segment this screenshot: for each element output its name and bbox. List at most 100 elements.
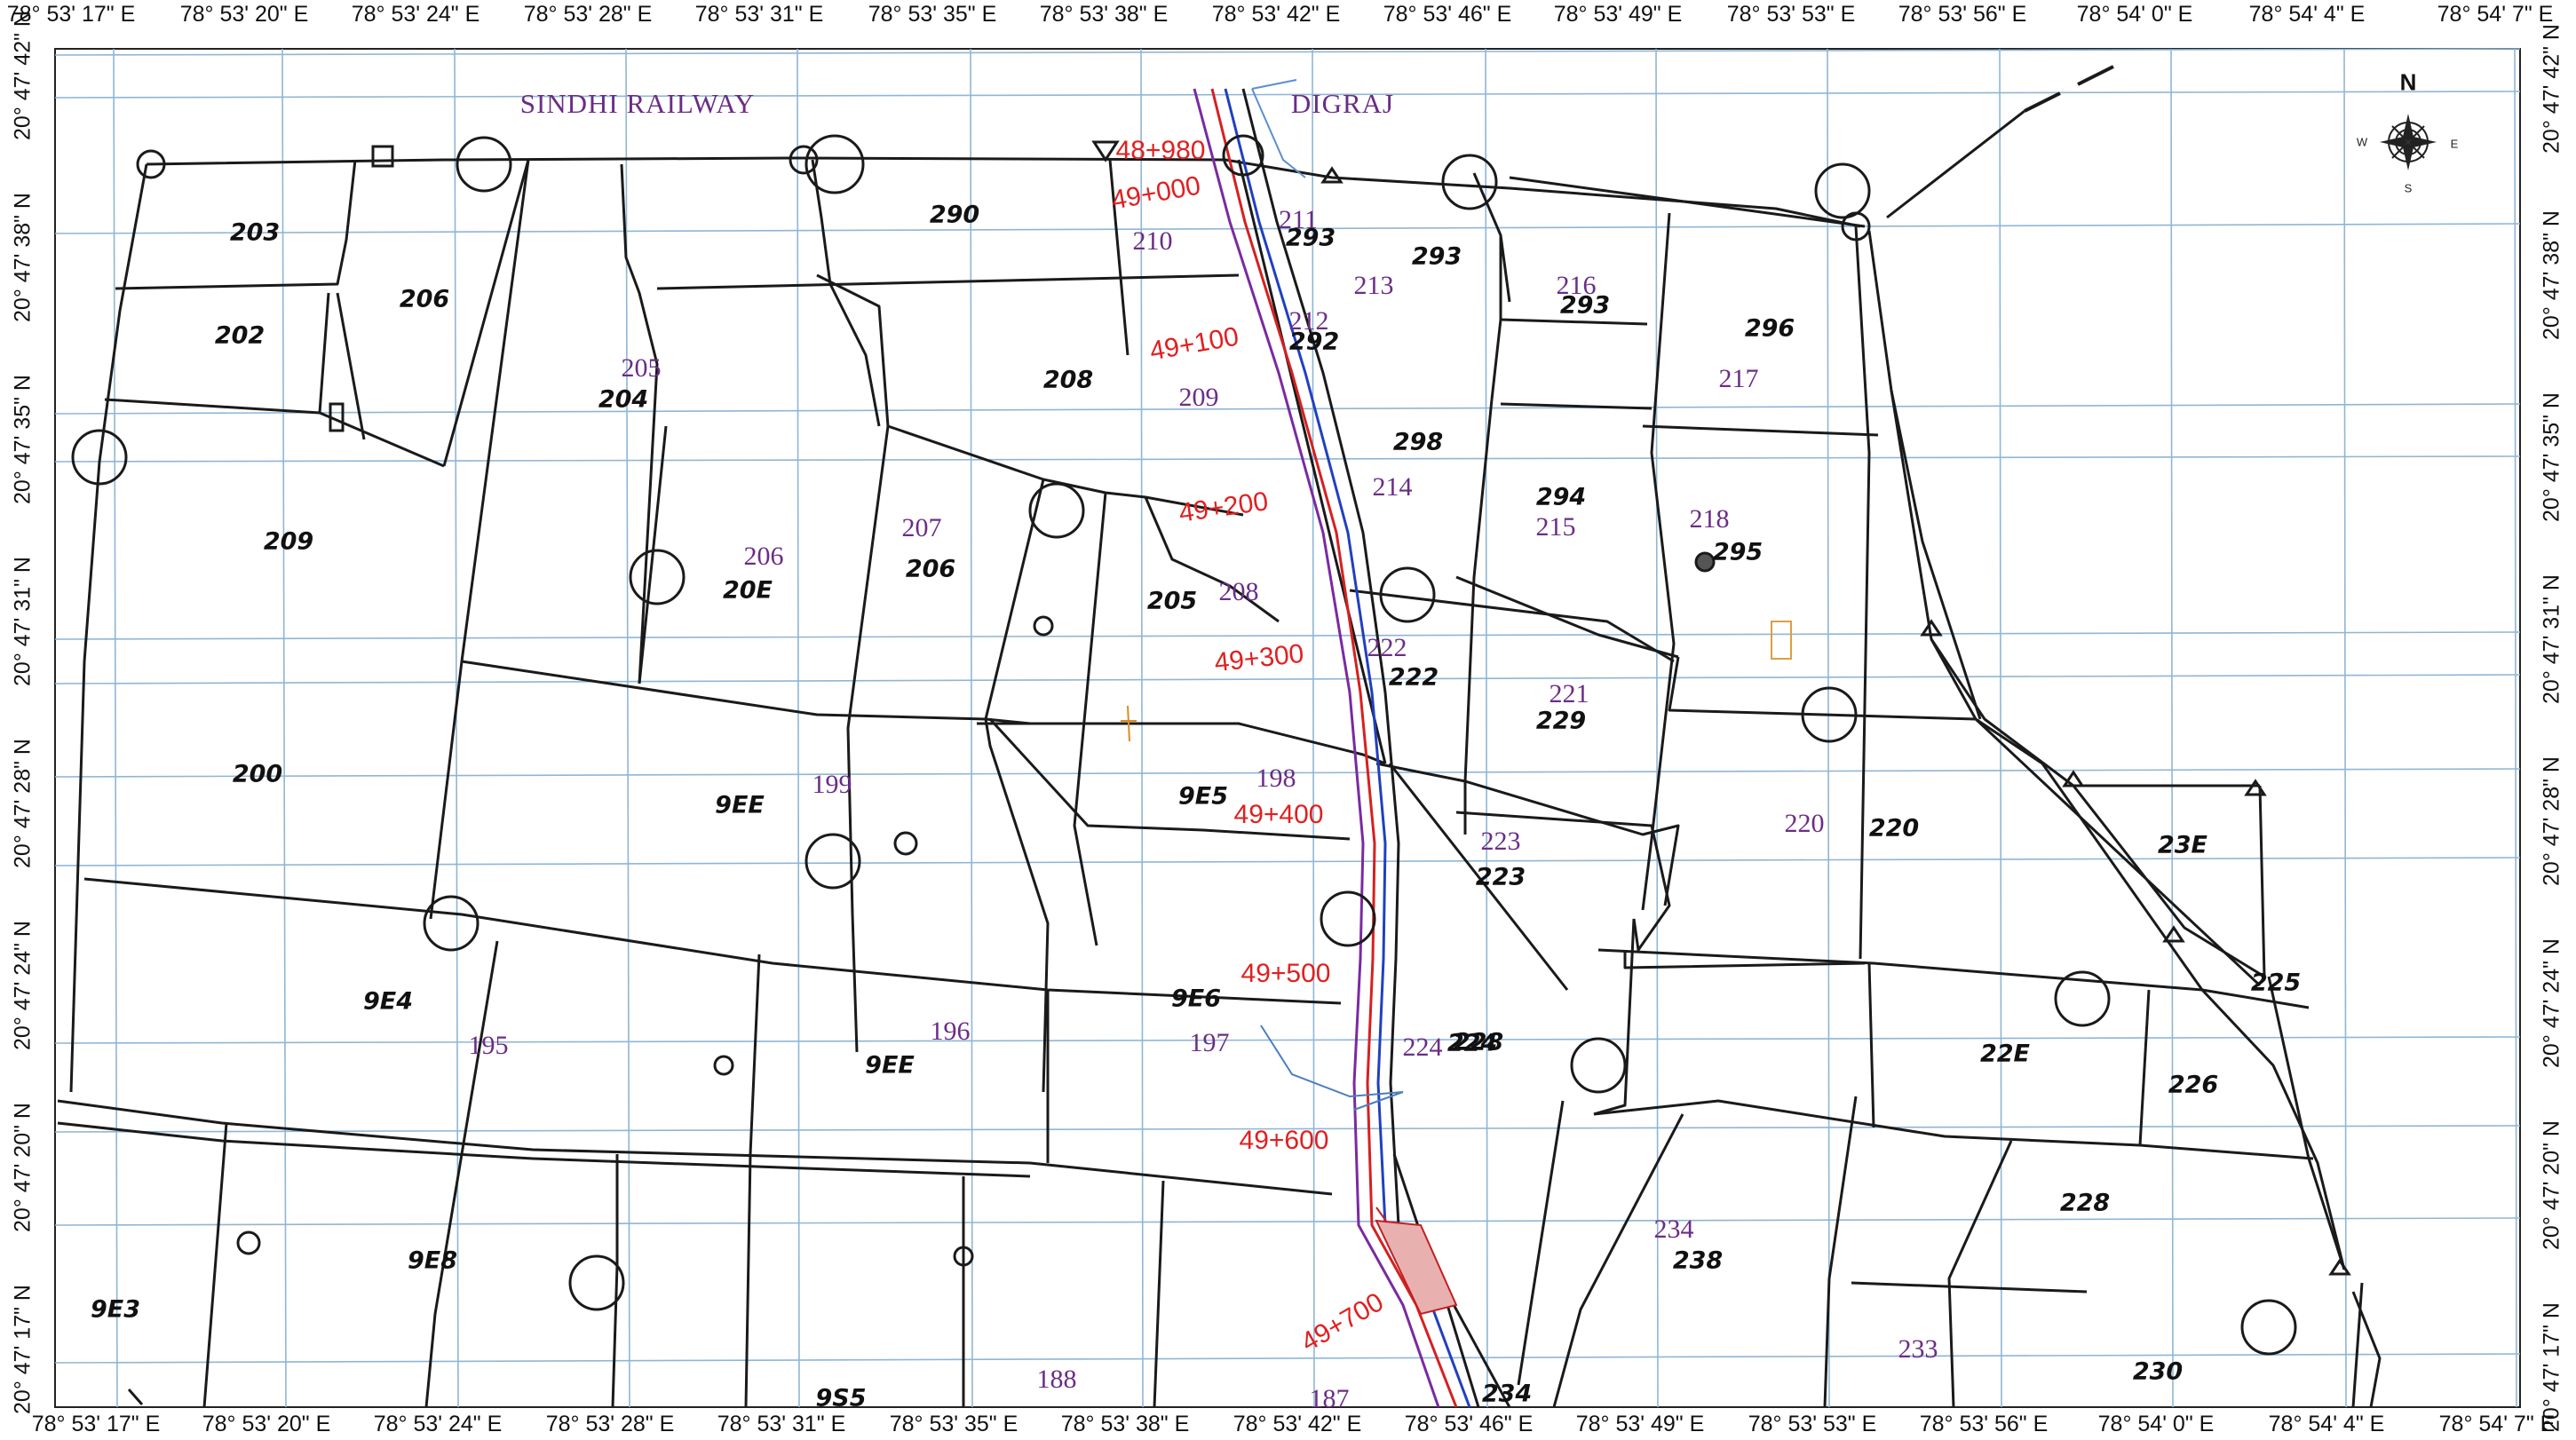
plot-number-handwritten: 228	[1453, 1028, 1504, 1056]
plot-number-handwritten: 9E6	[1170, 985, 1222, 1013]
plot-number: 206	[743, 542, 784, 571]
chainage-label: 49+600	[1239, 1126, 1329, 1155]
plot-number-handwritten: 9E3	[90, 1295, 141, 1324]
plot-number-handwritten: 298	[1392, 428, 1444, 456]
plot-number-handwritten: 238	[1672, 1246, 1724, 1275]
latitude-label: 20° 47' 28" N	[10, 739, 36, 868]
plot-number-handwritten: 224	[1447, 1029, 1498, 1057]
latitude-label: 20° 47' 38" N	[2539, 210, 2564, 340]
plot-number-handwritten: 9EE	[865, 1051, 915, 1080]
longitude-label: 78° 53' 35" E	[889, 1412, 1019, 1436]
benchmark-square	[371, 145, 394, 168]
plot-number: 217	[1718, 364, 1759, 393]
latitude-label: 20° 47' 28" N	[2539, 756, 2564, 886]
plot-number: 220	[1784, 809, 1825, 838]
map-border	[54, 48, 2521, 1408]
plot-number-handwritten: 234	[1481, 1380, 1533, 1408]
hatched-area	[1375, 1219, 1458, 1316]
longitude-label: 78° 53' 53" E	[1726, 2, 1856, 27]
longitude-label: 78° 53' 38" E	[1060, 1412, 1190, 1436]
longitude-label: 78° 53' 35" E	[868, 2, 997, 27]
plot-number: 187	[1309, 1384, 1350, 1413]
plot-number: 197	[1189, 1028, 1230, 1057]
plot-number-handwritten: 205	[1146, 587, 1198, 615]
latitude-label: 20° 47' 17" N	[2539, 1302, 2564, 1432]
plot-number-handwritten: 225	[2250, 969, 2302, 997]
compass-rose-icon	[2380, 114, 2437, 170]
plot-number-handwritten: 294	[1535, 483, 1587, 511]
village-label-digraj: DIGRAJ	[1290, 88, 1395, 119]
plot-number-handwritten: 295	[1712, 538, 1764, 566]
latitude-label: 20° 47' 24" N	[10, 921, 36, 1050]
longitude-label: 78° 54' 7" E	[2438, 1412, 2556, 1436]
latitude-label: 20° 47' 38" N	[10, 193, 36, 322]
route-corridor	[1193, 79, 1480, 1408]
plot-number-handwritten: 9E4	[362, 987, 414, 1016]
longitude-label: 78° 53' 31" E	[717, 1412, 846, 1436]
plot-number: 218	[1689, 504, 1730, 534]
chainage-label: 49+500	[1240, 959, 1331, 988]
plot-number-handwritten: 22E	[1979, 1040, 2031, 1068]
latitude-label: 20° 47' 35" N	[10, 375, 36, 504]
compass-south-label: S	[2404, 181, 2413, 195]
plot-number: 199	[812, 770, 852, 799]
longitude-label: 78° 53' 49" E	[1575, 1412, 1705, 1436]
longitude-label: 78° 53' 17" E	[6, 2, 136, 27]
longitude-label: 78° 53' 20" E	[179, 2, 309, 27]
longitude-label: 78° 54' 0" E	[2076, 2, 2193, 27]
plot-number-handwritten: 206	[905, 555, 956, 583]
plot-number-handwritten: 226	[2168, 1071, 2219, 1099]
latitude-label: 20° 47' 20" N	[10, 1103, 36, 1232]
plot-number-handwritten: 9S5	[815, 1384, 867, 1412]
longitude-label: 78° 53' 24" E	[351, 2, 480, 27]
plot-number: 212	[1288, 306, 1329, 336]
plot-number: 198	[1256, 764, 1296, 793]
plot-number-handwritten: 292	[1288, 328, 1340, 356]
plot-number-handwritten: 296	[1744, 314, 1795, 343]
plot-number-handwritten: 293	[1411, 242, 1462, 271]
plot-number: 213	[1353, 271, 1394, 300]
survey-markers	[1920, 619, 2351, 1276]
plot-number: 234	[1653, 1215, 1694, 1244]
latitude-label: 20° 47' 31" N	[2539, 574, 2564, 704]
latitude-label: 20° 47' 17" N	[10, 1285, 36, 1414]
plot-number-handwritten: 230	[2132, 1357, 2184, 1386]
latitude-label: 20° 47' 42" N	[2539, 24, 2564, 154]
plot-number-handwritten: 20E	[722, 576, 773, 605]
latitude-label: 20° 47' 24" N	[2539, 938, 2564, 1068]
plot-number: 211	[1279, 205, 1318, 234]
plot-number: 205	[621, 353, 662, 383]
tree-symbols	[71, 134, 2297, 1356]
plot-number: 208	[1218, 577, 1259, 606]
plot-number: 210	[1132, 226, 1173, 256]
plot-number-handwritten: 223	[1475, 863, 1526, 891]
plot-number: 223	[1480, 827, 1521, 856]
plot-number-handwritten: 208	[1042, 366, 1094, 394]
plot-number-handwritten: 9EE	[715, 791, 765, 819]
longitude-label: 78° 53' 46" E	[1404, 1412, 1534, 1436]
plot-number: 209	[1178, 383, 1219, 412]
longitude-label: 78° 53' 31" E	[694, 2, 824, 27]
plot-number: 224	[1402, 1033, 1443, 1062]
village-label-sindhi-railway: SINDHI RAILWAY	[519, 88, 756, 119]
plot-number-handwritten: 23E	[2157, 831, 2208, 859]
longitude-label: 78° 53' 56" E	[1898, 2, 2027, 27]
longitude-label: 78° 53' 49" E	[1553, 2, 1683, 27]
plot-number-handwritten: 229	[1535, 707, 1587, 735]
plot-number: 222	[1367, 633, 1407, 662]
plot-number-handwritten: 293	[1559, 291, 1611, 320]
plot-number-handwritten: 202	[214, 321, 266, 350]
plot-number-handwritten: 293	[1285, 224, 1336, 252]
latitude-label: 20° 47' 35" N	[2539, 392, 2564, 522]
longitude-label: 78° 53' 28" E	[545, 1412, 675, 1436]
plot-number: 196	[930, 1017, 971, 1046]
plot-number-handwritten: 204	[598, 385, 649, 414]
dashed-boundary	[2024, 65, 2114, 113]
longitude-label: 78° 54' 0" E	[2097, 1412, 2215, 1436]
longitude-label: 78° 53' 38" E	[1039, 2, 1169, 27]
plot-number-handwritten: 222	[1388, 663, 1439, 692]
longitude-label: 78° 53' 42" E	[1233, 1412, 1362, 1436]
plot-number-handwritten: 206	[399, 285, 450, 313]
longitude-label: 78° 53' 24" E	[373, 1412, 503, 1436]
